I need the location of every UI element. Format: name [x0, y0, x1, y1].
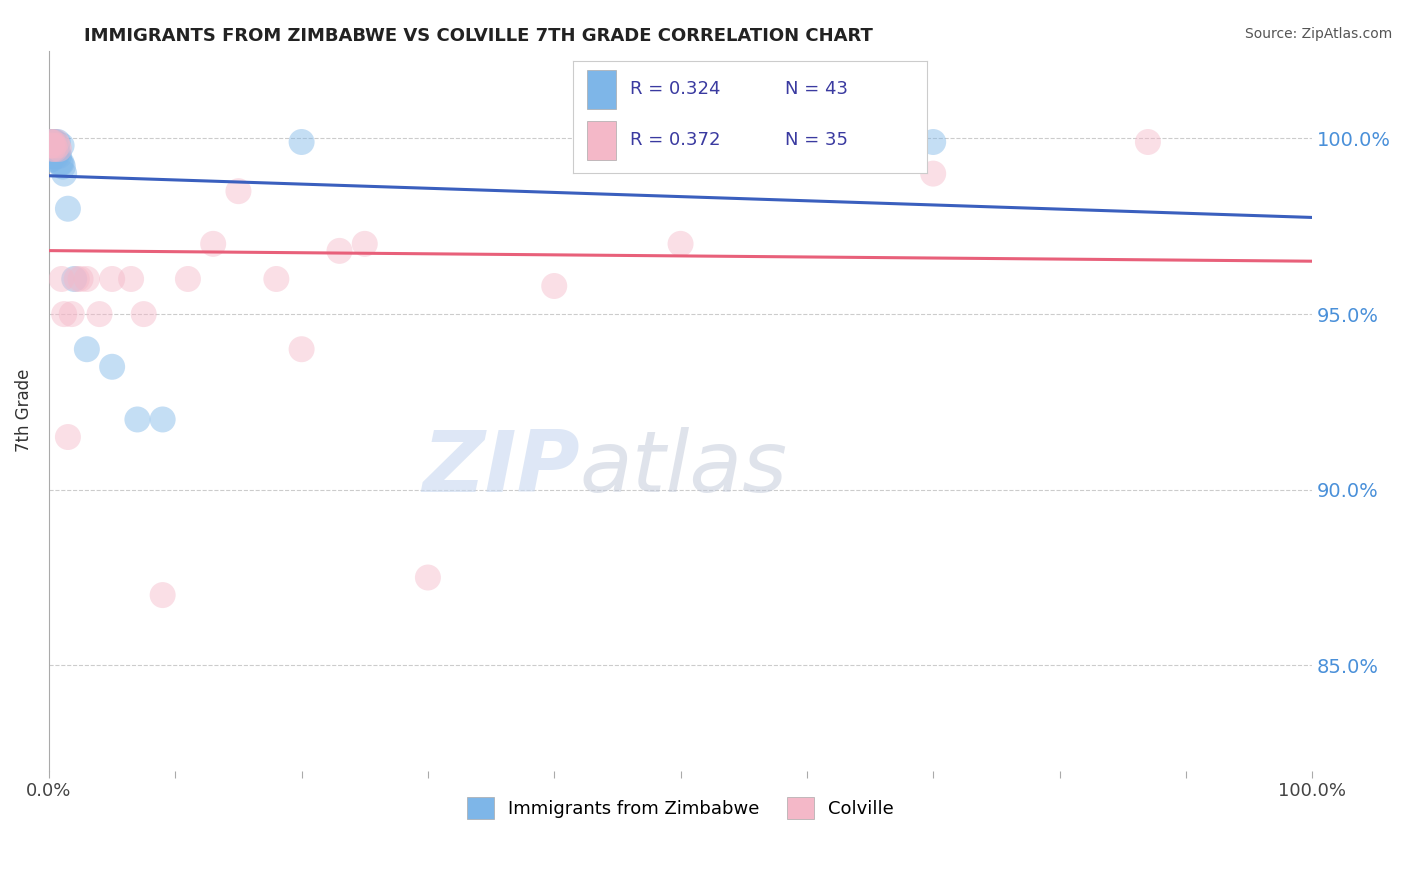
- Point: [89, 307, 111, 321]
- Point: [76, 343, 98, 357]
- Point: [152, 588, 174, 602]
- Point: [266, 272, 288, 286]
- Point: [41, 145, 63, 160]
- Legend: Immigrants from Zimbabwe, Colville: Immigrants from Zimbabwe, Colville: [460, 790, 901, 827]
- Point: [39, 145, 62, 160]
- Point: [41, 138, 63, 153]
- Point: [51, 272, 73, 286]
- Point: [41, 149, 63, 163]
- Point: [39, 135, 62, 149]
- Point: [543, 279, 565, 293]
- Point: [44, 142, 66, 156]
- Point: [416, 570, 439, 584]
- Point: [291, 135, 314, 149]
- Point: [922, 167, 945, 181]
- Y-axis label: 7th Grade: 7th Grade: [15, 369, 32, 452]
- Point: [922, 135, 945, 149]
- Point: [46, 138, 69, 153]
- Text: IMMIGRANTS FROM ZIMBABWE VS COLVILLE 7TH GRADE CORRELATION CHART: IMMIGRANTS FROM ZIMBABWE VS COLVILLE 7TH…: [84, 27, 873, 45]
- Point: [60, 307, 83, 321]
- Point: [328, 244, 350, 258]
- Point: [41, 153, 63, 167]
- Point: [39, 149, 62, 163]
- Point: [56, 430, 79, 444]
- Point: [42, 138, 65, 153]
- Point: [44, 135, 66, 149]
- Point: [228, 184, 250, 198]
- Point: [41, 142, 63, 156]
- Point: [152, 412, 174, 426]
- Point: [42, 149, 65, 163]
- Text: atlas: atlas: [579, 426, 787, 510]
- Point: [42, 145, 65, 160]
- Point: [291, 343, 314, 357]
- Point: [39, 135, 62, 149]
- Text: Source: ZipAtlas.com: Source: ZipAtlas.com: [1244, 27, 1392, 41]
- Point: [48, 142, 70, 156]
- Point: [56, 202, 79, 216]
- Point: [39, 153, 62, 167]
- Point: [42, 135, 65, 149]
- Point: [46, 135, 69, 149]
- Point: [49, 156, 72, 170]
- Point: [45, 149, 67, 163]
- Point: [42, 142, 65, 156]
- Text: ZIP: ZIP: [422, 426, 579, 510]
- Point: [42, 138, 65, 153]
- Point: [39, 138, 62, 153]
- Point: [69, 272, 91, 286]
- Point: [53, 167, 76, 181]
- Point: [41, 135, 63, 149]
- Point: [202, 236, 225, 251]
- Point: [127, 412, 149, 426]
- Point: [41, 138, 63, 153]
- Point: [45, 138, 67, 153]
- Point: [120, 272, 142, 286]
- Point: [66, 272, 89, 286]
- Point: [39, 138, 62, 153]
- Point: [101, 359, 124, 374]
- Point: [53, 307, 76, 321]
- Point: [63, 272, 86, 286]
- Point: [39, 138, 62, 153]
- Point: [39, 142, 62, 156]
- Point: [44, 142, 66, 156]
- Point: [41, 135, 63, 149]
- Point: [42, 135, 65, 149]
- Point: [46, 145, 69, 160]
- Point: [45, 135, 67, 149]
- Point: [39, 142, 62, 156]
- Point: [76, 272, 98, 286]
- Point: [177, 272, 200, 286]
- Point: [353, 236, 375, 251]
- Point: [42, 135, 65, 149]
- Point: [42, 142, 65, 156]
- Point: [39, 145, 62, 160]
- Point: [51, 156, 73, 170]
- Point: [1136, 135, 1159, 149]
- Point: [101, 272, 124, 286]
- Point: [132, 307, 155, 321]
- Point: [42, 138, 65, 153]
- Point: [48, 149, 70, 163]
- Point: [52, 160, 75, 174]
- Point: [39, 135, 62, 149]
- Point: [669, 236, 692, 251]
- Point: [51, 138, 73, 153]
